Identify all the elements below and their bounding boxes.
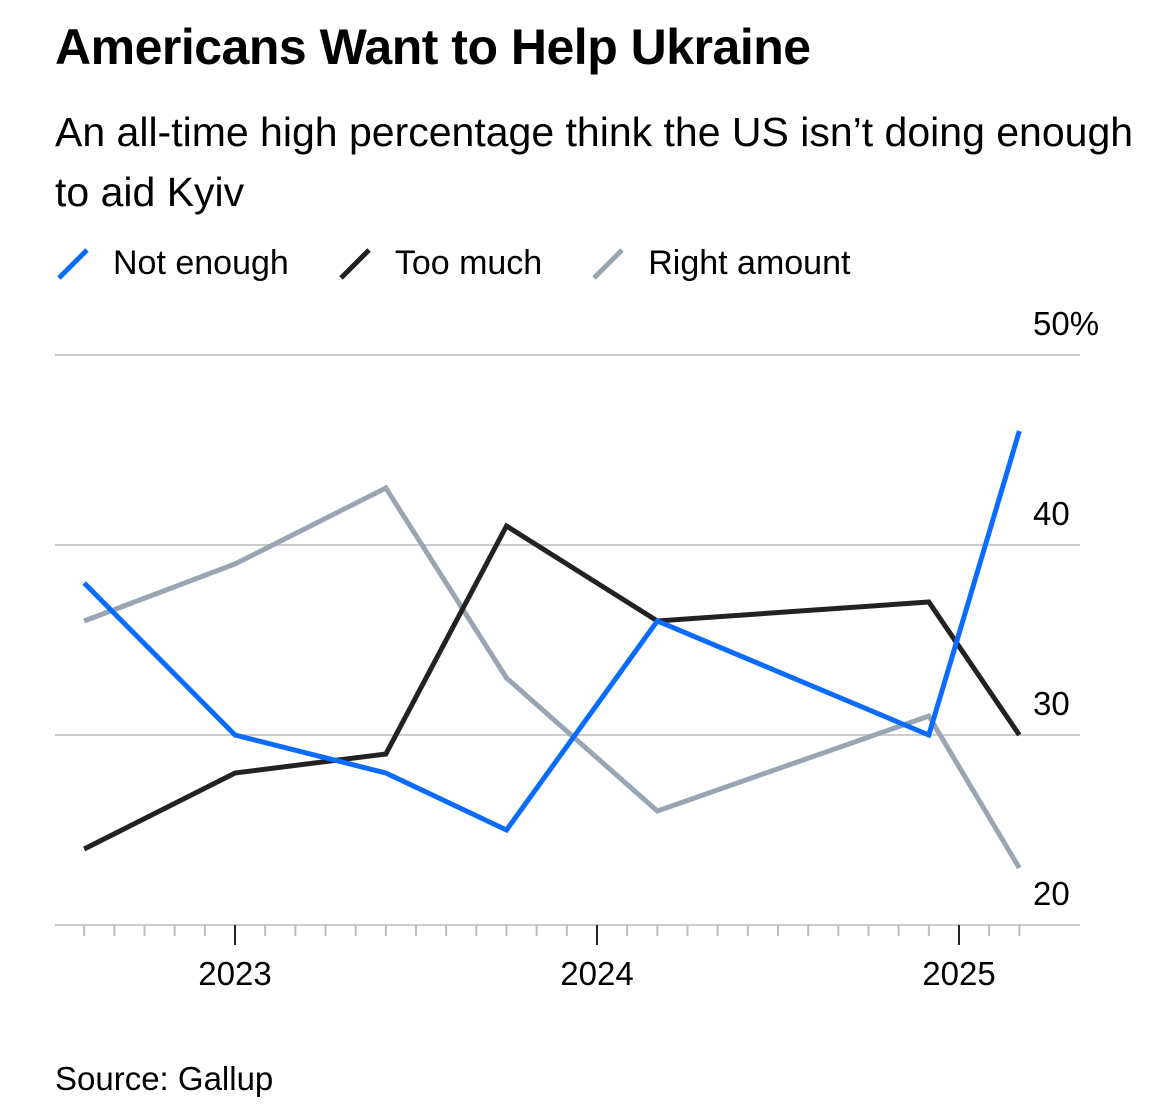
legend-item-right-amount: Right amount: [590, 244, 850, 283]
legend-swatch: [57, 247, 89, 280]
legend-label: Too much: [394, 244, 543, 282]
series-line-not-enough: [82, 430, 1022, 834]
legend-swatch: [592, 247, 624, 280]
legend: Not enough Too much Right amount: [55, 244, 850, 283]
y-tick-label: 30: [1033, 685, 1070, 722]
x-tick-label: 2024: [560, 955, 633, 992]
legend-item-not-enough: Not enough: [55, 244, 289, 283]
legend-label: Not enough: [113, 244, 289, 282]
legend-swatch: [339, 247, 371, 280]
y-tick-label: 40: [1033, 495, 1070, 532]
legend-label: Right amount: [648, 244, 851, 282]
chart-title: Americans Want to Help Ukraine: [55, 19, 811, 75]
x-tick-label: 2025: [922, 955, 995, 992]
x-tick-label: 2023: [198, 955, 271, 992]
series-line-too-much: [83, 522, 1022, 852]
source-note: Source: Gallup: [55, 1060, 274, 1097]
y-tick-label: 50%: [1033, 305, 1099, 342]
chart-subtitle: An all-time high percentage think the US…: [55, 109, 1134, 215]
legend-item-too-much: Too much: [337, 244, 542, 283]
y-tick-label: 20: [1033, 875, 1070, 912]
